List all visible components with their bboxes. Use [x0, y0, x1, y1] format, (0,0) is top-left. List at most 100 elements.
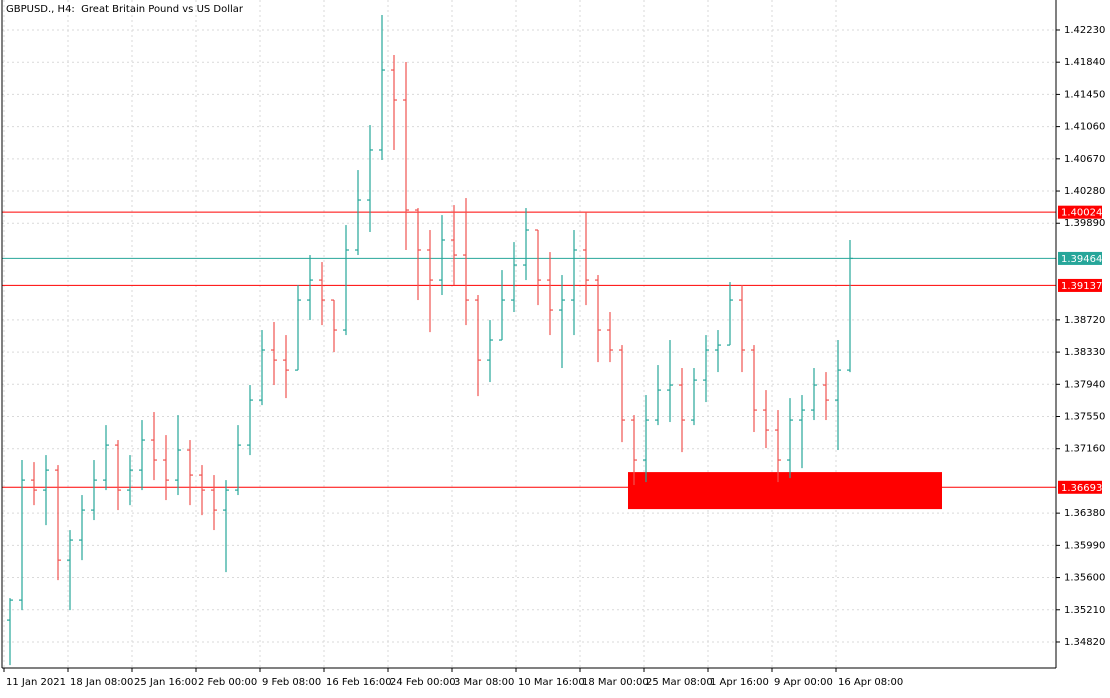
ohlc-bar [691, 368, 697, 426]
ohlc-bar [739, 285, 745, 373]
ohlc-bar [787, 398, 793, 479]
ohlc-bar [175, 415, 181, 496]
ohlc-bar [607, 312, 613, 363]
y-tick-label: 1.37550 [1064, 412, 1105, 423]
ohlc-bar [31, 462, 37, 506]
ohlc-bar [403, 62, 409, 251]
ohlc-bar [775, 410, 781, 483]
y-tick-label: 1.35210 [1064, 605, 1105, 616]
ohlc-bar [439, 215, 445, 296]
ohlc-bar [595, 275, 601, 363]
ohlc-bar [463, 198, 469, 326]
plot [2, 15, 1056, 666]
ohlc-bar [655, 365, 661, 426]
x-tick-label: 25 Jan 16:00 [134, 677, 197, 688]
ohlc-bar [379, 15, 385, 161]
ohlc-bar [763, 390, 769, 449]
ohlc-bar [67, 530, 73, 611]
x-tick-label: 11 Jan 2021 [6, 677, 66, 688]
price-level-label: 1.39137 [1061, 281, 1102, 292]
y-tick-label: 1.35990 [1064, 540, 1105, 551]
ohlc-bar [835, 340, 841, 451]
chart-title: GBPUSD., H4: Great Britain Pound vs US D… [6, 4, 244, 15]
ohlc-bar [523, 208, 529, 281]
y-tick-label: 1.37940 [1064, 379, 1105, 390]
price-level-tag [1058, 278, 1102, 292]
x-tick-label: 16 Feb 16:00 [326, 677, 392, 688]
ohlc-bar [799, 395, 805, 469]
ohlc-bar [367, 125, 373, 232]
ohlc-bar [703, 335, 709, 403]
ohlc-bar [547, 252, 553, 336]
ohlc-bar [283, 335, 289, 399]
price-level-label: 1.39464 [1061, 254, 1102, 265]
ohlc-bar [475, 295, 481, 397]
y-tick-label: 1.42230 [1064, 25, 1105, 36]
y-tick-label: 1.41450 [1064, 89, 1105, 100]
ohlc-bar [139, 420, 145, 491]
x-tick-label: 18 Jan 08:00 [70, 677, 133, 688]
ohlc-bar [55, 465, 61, 581]
price-level-label: 1.40024 [1061, 208, 1102, 219]
ohlc-bar [427, 230, 433, 333]
x-tick-label: 1 Apr 16:00 [710, 677, 769, 688]
ohlc-bar [115, 440, 121, 511]
ohlc-bar [583, 212, 589, 306]
ohlc-bar [271, 322, 277, 386]
x-tick-label: 10 Mar 16:00 [518, 677, 585, 688]
ohlc-bar [79, 495, 85, 561]
x-tick-label: 3 Mar 08:00 [454, 677, 514, 688]
y-tick-label: 1.38720 [1064, 315, 1105, 326]
ohlc-bar [391, 55, 397, 150]
ohlc-bar [43, 455, 49, 526]
x-tick-label: 25 Mar 08:00 [646, 677, 713, 688]
ohlc-bar [247, 385, 253, 456]
price-level-label: 1.36693 [1061, 483, 1102, 494]
ohlc-bar [499, 270, 505, 341]
ohlc-bar [619, 345, 625, 443]
ohlc-bar [211, 475, 217, 531]
y-tick-label: 1.36380 [1064, 508, 1105, 519]
ohlc-bar [715, 330, 721, 373]
ohlc-bar [7, 598, 13, 666]
x-tick-label: 9 Apr 00:00 [774, 677, 833, 688]
x-tick-label: 16 Apr 08:00 [838, 677, 903, 688]
ohlc-bar [355, 170, 361, 256]
ohlc-bar [631, 415, 637, 486]
ohlc-bar [487, 320, 493, 383]
y-tick-label: 1.41060 [1064, 122, 1105, 133]
ohlc-bar [343, 225, 349, 336]
x-tick-label: 24 Feb 00:00 [390, 677, 456, 688]
ohlc-bar [127, 455, 133, 506]
ohlc-bar [199, 465, 205, 516]
ohlc-bar [571, 230, 577, 336]
y-tick-label: 1.34820 [1064, 637, 1105, 648]
y-tick-label: 1.39890 [1064, 218, 1105, 229]
labels: 1.42230 1.41840 1.41450 1.41060 1.40670 1.402… [6, 25, 1105, 688]
ohlc-bar [559, 275, 565, 369]
ohlc-bar [223, 480, 229, 573]
ohlc-bar [415, 208, 421, 301]
x-tick-label: 18 Mar 00:00 [582, 677, 649, 688]
ohlc-bar [823, 372, 829, 421]
ohlc-bar [331, 299, 337, 353]
ohlc-bar [451, 205, 457, 286]
ohlc-bar [307, 255, 313, 321]
supply-demand-zone [628, 472, 942, 510]
ohlc-bar [187, 440, 193, 506]
ohlc-bar [295, 285, 301, 371]
y-tick-label: 1.40670 [1064, 154, 1105, 165]
x-tick-label: 9 Feb 08:00 [262, 677, 321, 688]
price-level-tag [1058, 480, 1102, 494]
ohlc-bar [91, 460, 97, 521]
ohlc-bar [811, 368, 817, 421]
ohlc-bar [163, 435, 169, 501]
grid [2, 0, 1060, 672]
y-tick-label: 1.40280 [1064, 186, 1105, 197]
x-tick-label: 2 Feb 00:00 [198, 677, 257, 688]
ohlc-bar [235, 425, 241, 496]
ohlc-bar [103, 425, 109, 491]
ohlc-bar [643, 395, 649, 483]
